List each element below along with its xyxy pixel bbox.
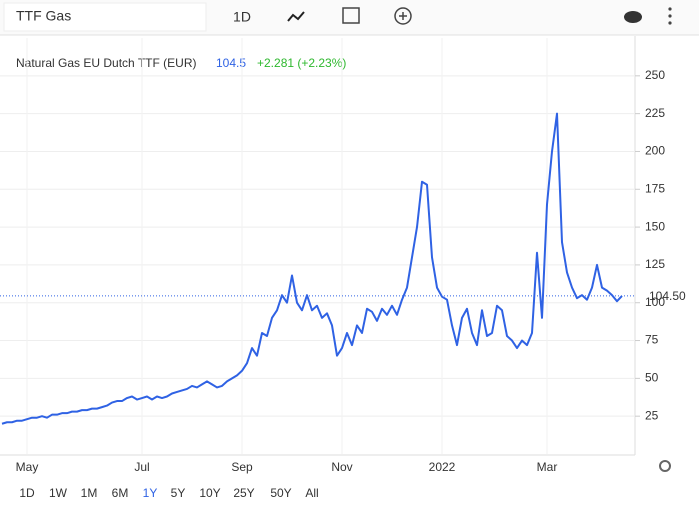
legend-price: 104.5 [216,56,246,70]
x-tick-label: 2022 [429,460,456,474]
range-button[interactable]: 5Y [171,486,186,500]
chart-type-icon[interactable] [287,11,305,22]
x-tick-label: Jul [134,460,149,474]
y-tick-label: 225 [645,106,665,120]
menu-icon[interactable] [668,7,672,25]
search-box[interactable] [3,2,207,32]
range-button[interactable]: 10Y [199,486,220,500]
range-button[interactable]: 1W [49,486,68,500]
legend-change: +2.281 (+2.23%) [257,56,346,70]
range-button[interactable]: 25Y [233,486,254,500]
range-button[interactable]: All [305,486,318,500]
x-tick-label: Sep [231,460,253,474]
settings-icon[interactable] [659,460,671,472]
search-text[interactable]: TTF Gas [16,8,71,24]
y-tick-label: 100 [645,295,665,309]
interval-button[interactable]: 1D [233,9,251,25]
y-tick-label: 50 [645,371,659,385]
y-tick-label: 175 [645,181,665,195]
price-marker-label: 104.50 [649,289,686,303]
price-line [1,112,623,425]
y-tick-label: 25 [645,408,659,422]
add-icon[interactable] [394,7,412,25]
x-tick-label: Nov [331,460,352,474]
range-button[interactable]: 1D [19,486,35,500]
y-tick-label: 125 [645,257,665,271]
y-tick-label: 250 [645,68,665,82]
range-button[interactable]: 6M [112,486,129,500]
y-tick-label: 200 [645,144,665,158]
download-icon[interactable] [624,11,642,23]
range-button[interactable]: 1Y [143,486,158,500]
x-tick-label: May [16,460,39,474]
y-tick-label: 150 [645,219,665,233]
y-tick-label: 75 [645,333,659,347]
add-icon-plus [399,12,407,20]
range-button[interactable]: 50Y [270,486,291,500]
x-tick-label: Mar [537,460,558,474]
calendar-icon[interactable] [342,7,360,24]
range-button[interactable]: 1M [81,486,98,500]
legend-name: Natural Gas EU Dutch TTF (EUR) [16,56,196,70]
